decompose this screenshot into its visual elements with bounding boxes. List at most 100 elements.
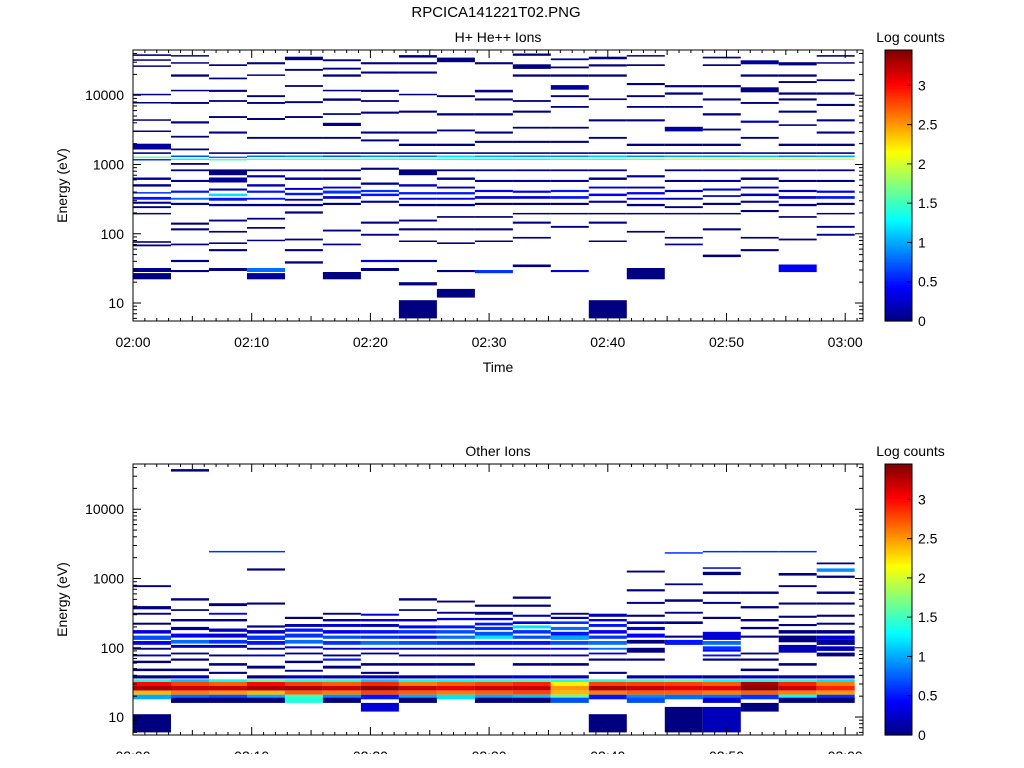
heatmap-cell: [512, 694, 551, 700]
heatmap-cell: [778, 92, 817, 95]
colorbar-swatch: [885, 723, 912, 727]
heatmap-cell: [816, 562, 855, 565]
heatmap-cell: [626, 268, 665, 280]
colorbar-swatch: [885, 275, 912, 279]
heatmap-cell: [626, 203, 665, 207]
heatmap-cell: [740, 668, 779, 672]
colorbar-swatch: [885, 92, 912, 96]
heatmap-cell: [816, 575, 855, 578]
colorbar-swatch: [885, 187, 912, 191]
heatmap-cell: [778, 81, 817, 83]
colorbar-swatch: [885, 721, 912, 725]
heatmap-cell: [474, 140, 513, 143]
colorbar-swatch: [885, 590, 912, 594]
heatmap-cell: [322, 697, 361, 703]
heatmap-cell: [778, 196, 817, 199]
heatmap-cell: [398, 197, 437, 200]
heatmap-cell: [512, 625, 551, 629]
heatmap-cell: [322, 243, 361, 246]
heatmap-cell: [740, 686, 779, 691]
heatmap-cell: [816, 169, 855, 172]
heatmap-cell: [778, 169, 817, 172]
heatmap-cell: [474, 270, 513, 274]
heatmap-cell: [133, 660, 171, 664]
heatmap-cell: [398, 158, 437, 160]
heatmap-cell: [474, 216, 513, 218]
heatmap-cell: [702, 202, 741, 205]
heatmap-cell: [398, 647, 437, 650]
heatmap-cell: [360, 635, 399, 639]
heatmap-cell: [171, 619, 209, 622]
heatmap-cell: [474, 697, 513, 703]
colorbar-swatch: [885, 655, 912, 659]
heatmap-cell: [626, 106, 665, 108]
colorbar-swatch: [885, 511, 912, 515]
heatmap-cell: [740, 626, 779, 630]
colorbar-swatch: [885, 174, 912, 178]
colorbar-swatch: [885, 86, 912, 89]
colorbar-swatch: [885, 617, 912, 621]
colorbar-swatch: [885, 162, 912, 166]
heatmap-cell: [702, 98, 741, 101]
heatmap-cell: [398, 679, 437, 682]
heatmap-cell: [247, 641, 285, 645]
heatmap-cell: [171, 679, 209, 682]
colorbar-tick-label: 2: [918, 156, 926, 172]
colorbar-swatch: [885, 95, 912, 99]
heatmap-cell: [474, 152, 513, 154]
heatmap-cell: [816, 143, 855, 146]
heatmap-cell: [398, 203, 437, 207]
colorbar-swatch: [885, 660, 912, 664]
heatmap-cell: [322, 59, 361, 62]
heatmap-cell: [588, 74, 627, 77]
heatmap-cell: [284, 136, 323, 139]
heatmap-cell: [133, 268, 171, 272]
heatmap-cell: [626, 155, 665, 158]
heatmap-cell: [436, 242, 475, 244]
heatmap-cell: [664, 639, 703, 645]
heatmap-cell: [588, 136, 627, 139]
heatmap-cell: [133, 606, 171, 610]
heatmap-cell: [360, 613, 399, 616]
colorbar-swatch: [885, 572, 912, 576]
heatmap-cell: [588, 630, 627, 634]
heatmap-cell: [664, 690, 703, 695]
colorbar-swatch: [885, 214, 912, 218]
heatmap-cell: [398, 143, 437, 146]
colorbar-swatch: [885, 543, 912, 546]
heatmap-cell: [284, 682, 323, 686]
heatmap-cell: [550, 641, 589, 645]
heatmap-cell: [816, 697, 855, 703]
heatmap-cell: [588, 240, 627, 242]
colorbar-tick-label: 1: [918, 648, 926, 664]
heatmap-cell: [816, 568, 855, 572]
heatmap-cell: [512, 126, 551, 129]
heatmap-cell: [209, 671, 247, 674]
colorbar-swatch: [885, 685, 912, 689]
colorbar-swatch: [885, 183, 912, 187]
colorbar-swatch: [885, 235, 912, 239]
heatmap-cell: [360, 647, 399, 650]
colorbar-swatch: [885, 260, 912, 263]
colorbar-swatch: [885, 142, 912, 146]
colorbar-swatch: [885, 545, 912, 549]
colorbar-swatch: [885, 676, 912, 680]
heatmap-cell: [626, 621, 665, 624]
colorbar-swatch: [885, 255, 912, 259]
colorbar-swatch: [885, 716, 912, 720]
heatmap-cell: [133, 152, 171, 154]
heatmap-cell: [398, 192, 437, 195]
heatmap-cell: [209, 64, 247, 66]
colorbar-swatch: [885, 579, 912, 583]
colorbar-swatch: [885, 540, 912, 544]
colorbar-swatch: [885, 504, 912, 508]
heatmap-cell: [740, 158, 779, 160]
colorbar-swatch: [885, 147, 912, 150]
heatmap-cell: [133, 201, 171, 204]
heatmap-cell: [360, 652, 399, 655]
colorbar-swatch: [885, 305, 912, 309]
heatmap-cell: [816, 690, 855, 695]
colorbar-swatch: [885, 190, 912, 193]
heatmap-cell: [360, 690, 399, 695]
